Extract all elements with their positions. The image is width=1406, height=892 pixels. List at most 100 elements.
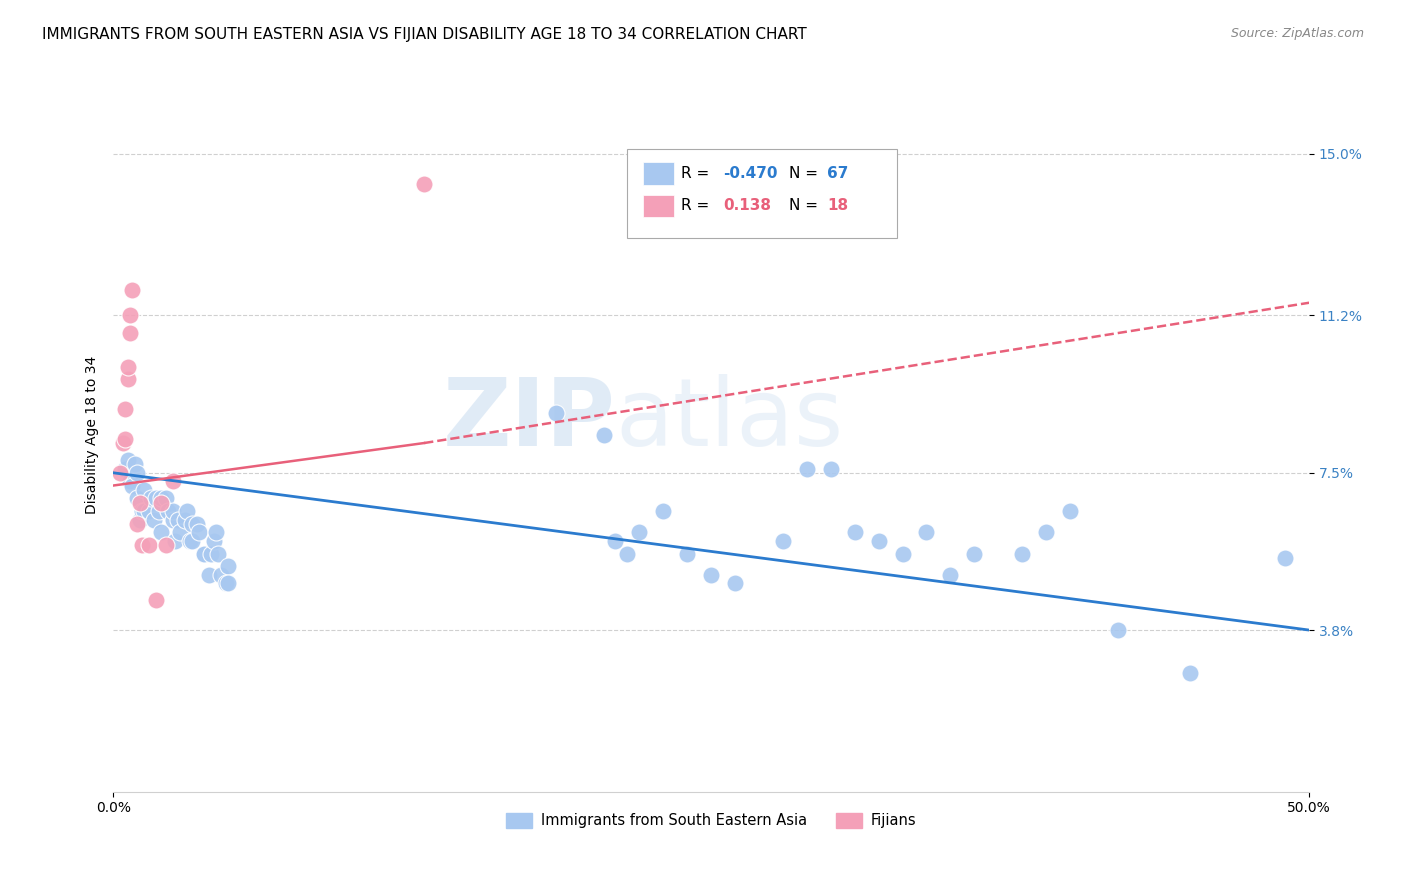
Point xyxy=(1035,525,1057,540)
Point xyxy=(207,547,229,561)
Point xyxy=(198,567,221,582)
Text: IMMIGRANTS FROM SOUTH EASTERN ASIA VS FIJIAN DISABILITY AGE 18 TO 34 CORRELATION: IMMIGRANTS FROM SOUTH EASTERN ASIA VS FI… xyxy=(42,27,807,42)
Point xyxy=(118,309,141,323)
Point xyxy=(121,478,143,492)
Text: N =: N = xyxy=(789,166,818,181)
Point xyxy=(162,512,184,526)
Point xyxy=(592,427,614,442)
Point xyxy=(162,475,184,489)
Point xyxy=(179,533,201,548)
Text: R =: R = xyxy=(682,199,710,213)
Point xyxy=(150,491,173,506)
Point xyxy=(114,402,136,417)
Point xyxy=(111,436,134,450)
Legend: Immigrants from South Eastern Asia, Fijians: Immigrants from South Eastern Asia, Fiji… xyxy=(501,807,922,834)
Point xyxy=(1107,623,1129,637)
Point xyxy=(205,525,228,540)
Point xyxy=(127,516,149,531)
FancyBboxPatch shape xyxy=(627,149,897,238)
Point xyxy=(209,567,232,582)
Point xyxy=(134,504,156,518)
Point xyxy=(142,512,165,526)
Point xyxy=(1274,550,1296,565)
Point xyxy=(127,491,149,506)
FancyBboxPatch shape xyxy=(643,162,673,186)
Point xyxy=(939,567,962,582)
Point xyxy=(155,491,177,506)
Point xyxy=(772,533,794,548)
Point xyxy=(181,533,204,548)
Point xyxy=(700,567,723,582)
Point xyxy=(114,432,136,446)
Point xyxy=(131,504,153,518)
Point xyxy=(110,466,132,480)
Text: R =: R = xyxy=(682,166,710,181)
Point xyxy=(128,512,150,526)
Text: 18: 18 xyxy=(827,199,848,213)
Point xyxy=(181,516,204,531)
Point xyxy=(117,372,139,386)
Point xyxy=(157,504,180,518)
Point xyxy=(1011,547,1033,561)
Point xyxy=(118,326,141,340)
Point xyxy=(134,483,156,497)
Text: N =: N = xyxy=(789,199,818,213)
Point xyxy=(127,466,149,480)
Point xyxy=(114,461,136,475)
Point xyxy=(676,547,699,561)
Point xyxy=(118,475,141,489)
Point xyxy=(186,516,208,531)
Point xyxy=(124,457,146,471)
Text: ZIP: ZIP xyxy=(443,375,616,467)
Point xyxy=(176,504,198,518)
Text: -0.470: -0.470 xyxy=(723,166,778,181)
Text: Source: ZipAtlas.com: Source: ZipAtlas.com xyxy=(1230,27,1364,40)
Point xyxy=(1178,665,1201,680)
Point xyxy=(117,453,139,467)
Point xyxy=(200,547,222,561)
Point xyxy=(820,461,842,475)
Point xyxy=(1059,504,1081,518)
Point xyxy=(150,525,173,540)
Point xyxy=(796,461,818,475)
Point xyxy=(174,512,197,526)
Point xyxy=(121,283,143,297)
Text: atlas: atlas xyxy=(616,375,844,467)
Point xyxy=(616,547,638,561)
Point xyxy=(844,525,866,540)
Point xyxy=(605,533,627,548)
Text: 67: 67 xyxy=(827,166,849,181)
Point xyxy=(652,504,675,518)
Point xyxy=(217,559,239,574)
Point xyxy=(193,547,215,561)
FancyBboxPatch shape xyxy=(643,194,673,218)
Point xyxy=(891,547,914,561)
Point xyxy=(128,495,150,509)
Point xyxy=(145,593,167,607)
Point xyxy=(868,533,890,548)
Point xyxy=(138,538,160,552)
Point xyxy=(117,359,139,374)
Point xyxy=(202,533,225,548)
Point xyxy=(544,406,567,420)
Point xyxy=(166,512,188,526)
Point xyxy=(155,538,177,552)
Y-axis label: Disability Age 18 to 34: Disability Age 18 to 34 xyxy=(86,355,100,514)
Point xyxy=(131,538,153,552)
Point xyxy=(141,491,163,506)
Point xyxy=(148,504,170,518)
Point xyxy=(150,495,173,509)
Point xyxy=(188,525,211,540)
Point xyxy=(915,525,938,540)
Point xyxy=(963,547,986,561)
Point xyxy=(217,576,239,591)
Point xyxy=(413,177,436,191)
Point xyxy=(628,525,651,540)
Point xyxy=(138,504,160,518)
Text: 0.138: 0.138 xyxy=(723,199,770,213)
Point xyxy=(162,504,184,518)
Point xyxy=(214,576,236,591)
Point xyxy=(145,491,167,506)
Point xyxy=(724,576,747,591)
Point xyxy=(169,525,191,540)
